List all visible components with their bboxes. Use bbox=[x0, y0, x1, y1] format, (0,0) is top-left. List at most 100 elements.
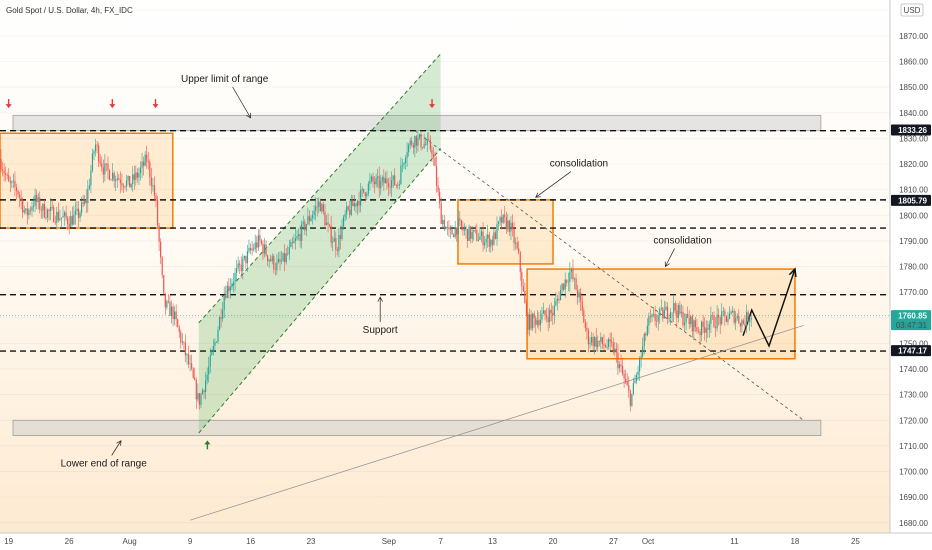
candle bbox=[209, 347, 211, 374]
candle bbox=[635, 372, 638, 385]
candle bbox=[125, 174, 128, 192]
candle-body bbox=[693, 320, 695, 332]
candle bbox=[480, 228, 483, 243]
candle bbox=[727, 311, 729, 326]
x-tick-label: 11 bbox=[730, 537, 739, 546]
candle-body bbox=[570, 269, 572, 272]
candle-body bbox=[186, 354, 188, 356]
candle-body bbox=[346, 206, 348, 215]
annotation-label: Upper limit of range bbox=[181, 74, 269, 85]
candle bbox=[643, 332, 645, 355]
candle-body bbox=[408, 144, 410, 153]
candle-body bbox=[256, 242, 258, 248]
candle-body bbox=[360, 190, 362, 206]
candle-body bbox=[77, 208, 80, 218]
candle-body bbox=[94, 144, 97, 152]
candle-body bbox=[143, 161, 145, 166]
x-tick-label: 23 bbox=[307, 537, 316, 546]
candle bbox=[263, 237, 266, 258]
candle bbox=[141, 152, 143, 178]
candle-body bbox=[685, 313, 687, 323]
candle-body bbox=[82, 202, 84, 204]
annotation-arrowhead bbox=[535, 192, 541, 198]
candle-body bbox=[702, 321, 704, 327]
candle bbox=[280, 250, 283, 265]
candle-body bbox=[183, 341, 185, 343]
candle bbox=[136, 168, 138, 183]
candle-body bbox=[192, 368, 194, 378]
candle-body bbox=[287, 253, 289, 255]
candle bbox=[82, 194, 84, 208]
candle-body bbox=[198, 393, 200, 405]
candle-body bbox=[645, 333, 647, 336]
price-tag-bg bbox=[891, 345, 931, 357]
candle bbox=[583, 307, 585, 323]
candle bbox=[167, 294, 169, 304]
candle-body bbox=[19, 194, 21, 198]
candle-body bbox=[552, 312, 554, 316]
candle bbox=[536, 310, 538, 328]
candle bbox=[232, 272, 235, 293]
y-tick-label: 1770.00 bbox=[899, 288, 928, 297]
candle bbox=[166, 299, 168, 310]
candle-body bbox=[71, 216, 73, 225]
candle-body bbox=[141, 161, 143, 168]
candle bbox=[91, 148, 94, 173]
candle bbox=[589, 336, 591, 349]
candle bbox=[149, 159, 151, 186]
candle-body bbox=[229, 286, 231, 291]
candle-body bbox=[209, 355, 211, 367]
candle-body bbox=[234, 272, 236, 282]
candle-body bbox=[50, 207, 52, 212]
candle bbox=[15, 183, 18, 200]
candle-body bbox=[232, 281, 235, 284]
candle bbox=[649, 309, 652, 323]
candle-body bbox=[484, 242, 486, 246]
candle-body bbox=[676, 310, 678, 318]
candle-body bbox=[727, 318, 729, 322]
y-tick-label: 1860.00 bbox=[899, 58, 928, 67]
candle bbox=[724, 308, 726, 326]
candle-body bbox=[635, 375, 638, 381]
candle-body bbox=[680, 311, 683, 314]
candle-body bbox=[25, 208, 27, 211]
candle bbox=[139, 161, 142, 181]
candle-body bbox=[614, 348, 616, 353]
candle bbox=[242, 253, 244, 280]
candle bbox=[484, 236, 486, 249]
candle bbox=[666, 302, 669, 325]
y-tick-label: 1780.00 bbox=[899, 263, 928, 272]
candle-body bbox=[43, 203, 45, 218]
candle bbox=[270, 254, 272, 263]
candle bbox=[432, 146, 435, 166]
candle-body bbox=[99, 161, 101, 164]
candle bbox=[556, 294, 559, 311]
price-tag: 1805.79 bbox=[891, 194, 931, 206]
candle bbox=[482, 222, 484, 252]
y-tick-label: 1870.00 bbox=[899, 32, 928, 41]
candle bbox=[504, 205, 506, 224]
candle bbox=[236, 259, 238, 281]
candle-body bbox=[722, 311, 724, 313]
candle-body bbox=[448, 227, 450, 230]
candle-body bbox=[302, 221, 304, 224]
candle-body bbox=[130, 183, 132, 188]
y-tick-label: 1740.00 bbox=[899, 365, 928, 374]
candle-body bbox=[732, 310, 734, 312]
candle-body bbox=[522, 286, 524, 291]
candle-body bbox=[350, 200, 352, 215]
candle bbox=[409, 137, 411, 150]
candle-body bbox=[335, 237, 337, 250]
candle-body bbox=[643, 333, 645, 347]
candle-body bbox=[561, 283, 563, 290]
candle bbox=[679, 301, 681, 316]
candle bbox=[43, 199, 45, 219]
candle-body bbox=[742, 320, 745, 324]
candle bbox=[408, 143, 410, 157]
candle-body bbox=[673, 303, 675, 313]
candle-body bbox=[508, 220, 510, 232]
candle bbox=[648, 312, 650, 334]
candle-body bbox=[147, 161, 149, 163]
candle-body bbox=[313, 210, 315, 216]
